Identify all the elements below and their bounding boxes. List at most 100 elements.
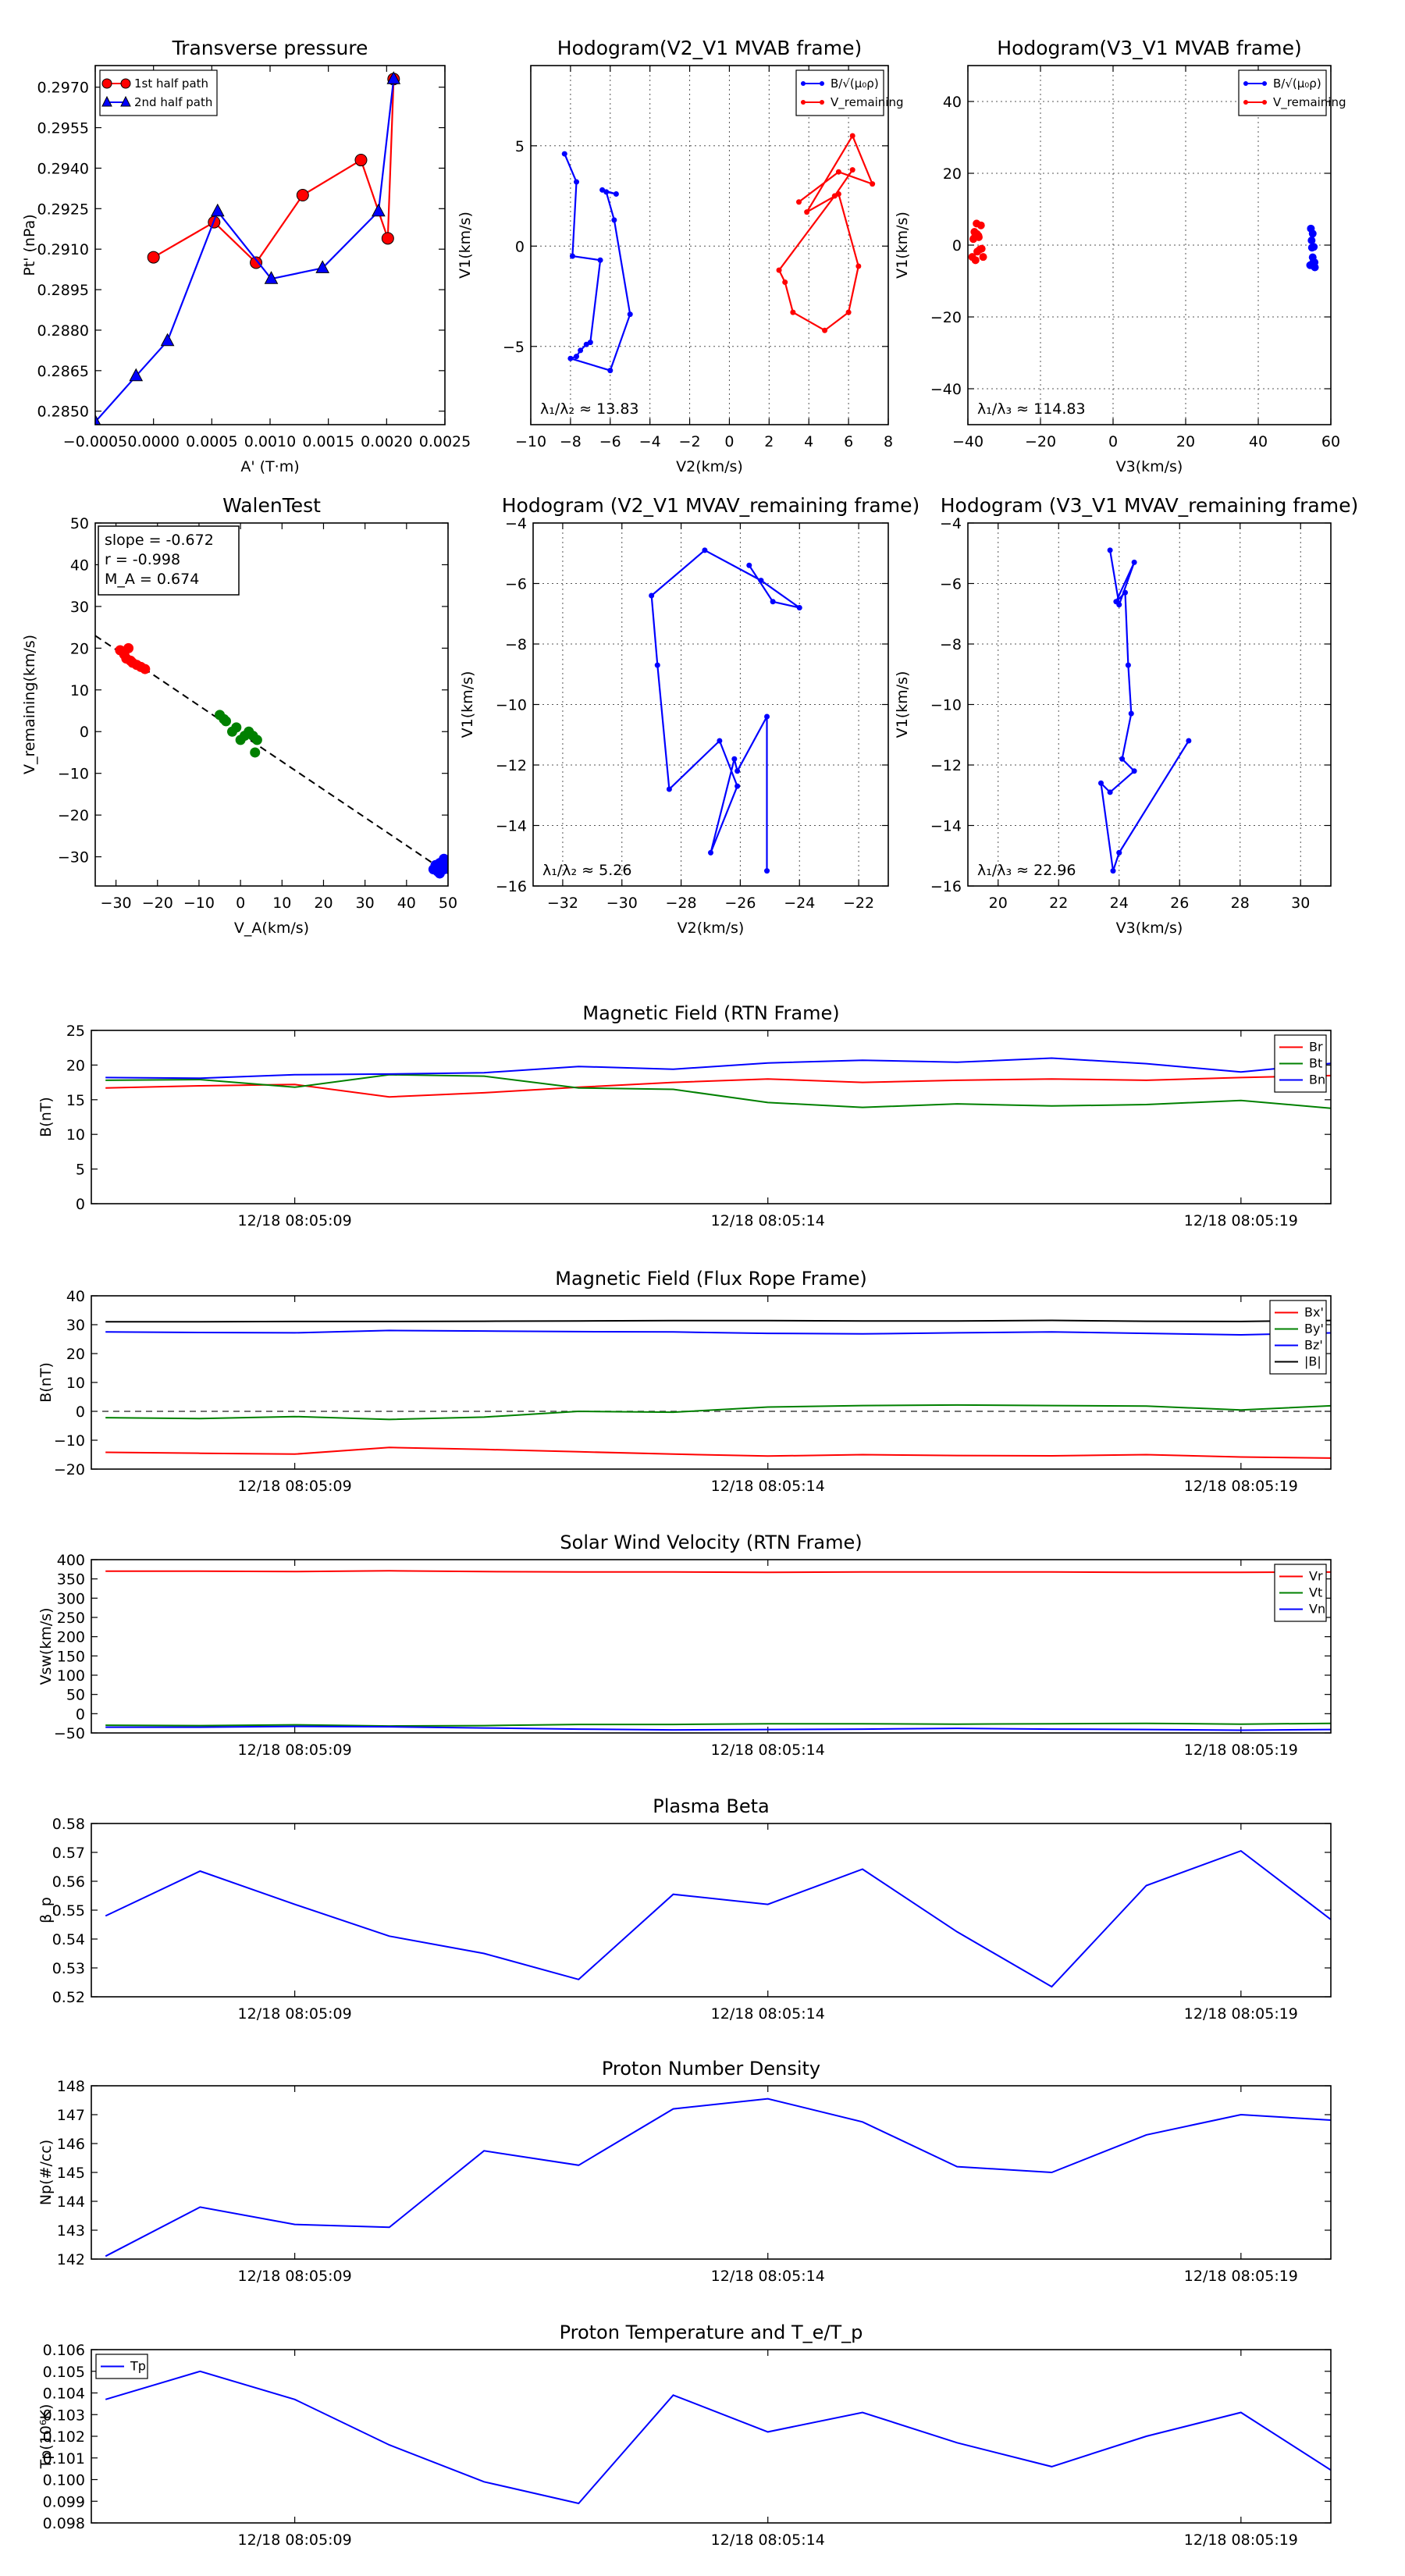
data-point [731, 756, 738, 762]
x-tick-label: 40 [397, 895, 416, 912]
x-axis-label: V2(km/s) [678, 920, 745, 937]
plot-area [91, 1319, 1331, 1459]
chart-title: WalenTest [222, 494, 321, 517]
y-tick-label: −20 [58, 807, 89, 824]
y-tick-label: 0.100 [43, 2472, 85, 2489]
data-point [1131, 768, 1137, 774]
x-tick-label: 12/18 08:05:09 [238, 1478, 352, 1495]
x-tick-label: 12/18 08:05:14 [711, 1742, 825, 1759]
y-tick-label: 25 [66, 1023, 85, 1040]
data-point [250, 256, 263, 269]
x-tick-label: −20 [1025, 433, 1056, 450]
x-tick-label: 20 [1176, 433, 1195, 450]
chart-p6: Hodogram (V3_V1 MVAV_remaining frame) 20 2… [894, 494, 1358, 937]
data-point [1186, 738, 1192, 744]
plot-frame [91, 2085, 1332, 2260]
y-tick-label: 10 [66, 1126, 85, 1144]
chart-p9: Solar Wind Velocity (RTN Frame) 12/18 08:… [37, 1532, 1332, 1759]
data-point [845, 309, 852, 315]
chart-p5: Hodogram (V2_V1 MVAV_remaining frame) −32… [459, 494, 919, 937]
legend-marker [801, 81, 806, 86]
legend-label: Vn [1309, 1602, 1325, 1617]
data-point [796, 605, 802, 610]
data-point [611, 217, 617, 223]
plot-frame [91, 2349, 1332, 2524]
x-tick-label: 12/18 08:05:09 [238, 2268, 352, 2285]
y-tick-label: 100 [57, 1667, 85, 1685]
stats-box [98, 525, 240, 596]
data-point [764, 713, 770, 720]
data-point [796, 199, 802, 205]
x-tick-label: 0.0010 [244, 433, 296, 450]
x-axis-label: V2(km/s) [676, 458, 743, 475]
y-tick-label: −20 [930, 309, 962, 326]
plot-area [105, 1570, 1331, 1731]
data-point [979, 253, 987, 262]
data-point [251, 735, 262, 745]
x-tick-label: 12/18 08:05:14 [711, 2005, 825, 2023]
legend-marker [801, 100, 806, 105]
x-tick-label: 0.0020 [361, 433, 412, 450]
series-line-V [1099, 550, 1190, 871]
legend-label: Tp [130, 2359, 146, 2374]
y-tick-label: −10 [54, 1432, 85, 1450]
legend-marker [101, 95, 112, 107]
x-tick-label: 12/18 08:05:09 [238, 2005, 352, 2023]
data-point [574, 179, 580, 185]
plot-area [968, 219, 1319, 272]
x-tick-label: 12/18 08:05:19 [1184, 1212, 1298, 1229]
chart-title: Magnetic Field (Flux Rope Frame) [555, 1268, 866, 1290]
data-point [1131, 559, 1137, 565]
data-point [583, 341, 589, 347]
x-tick-label: 20 [989, 895, 1008, 912]
y-tick-label: 0 [515, 238, 525, 255]
y-axis-label: Pt' (nPa) [21, 214, 38, 276]
y-tick-label: 0 [952, 237, 962, 254]
data-point [296, 189, 309, 202]
y-tick-label: 142 [57, 2251, 85, 2268]
data-point [1128, 710, 1134, 717]
data-point [578, 347, 584, 354]
x-tick-label: 8 [884, 433, 893, 450]
y-tick-label: 0.2895 [37, 282, 89, 299]
chart-title: Hodogram(V3_V1 MVAB frame) [997, 37, 1301, 59]
data-point [574, 354, 580, 360]
data-point [561, 151, 567, 157]
series-line-B [564, 153, 631, 372]
y-tick-label: 5 [76, 1162, 85, 1179]
series-line-Vn [105, 1725, 1331, 1731]
y-tick-label: 0.099 [43, 2493, 85, 2510]
x-tick-label: 4 [804, 433, 813, 450]
data-point [804, 209, 810, 215]
x-tick-label: −0.0005 [63, 433, 127, 450]
y-tick-label: 0.53 [52, 1960, 85, 1977]
series-line-Vt [105, 1722, 1331, 1727]
x-tick-label: −8 [560, 433, 582, 450]
plot-area [105, 2097, 1331, 2258]
y-tick-label: 0 [76, 1404, 85, 1421]
y-tick-label: 143 [57, 2222, 85, 2240]
chart-title: Magnetic Field (RTN Frame) [582, 1002, 839, 1024]
x-tick-label: −20 [142, 895, 173, 912]
y-tick-label: −14 [496, 818, 527, 835]
y-tick-label: −4 [505, 515, 527, 532]
data-point [567, 355, 574, 361]
data-point [764, 868, 770, 874]
x-tick-label: 0.0005 [186, 433, 237, 450]
y-tick-label: 20 [66, 1346, 85, 1363]
plot-frame [94, 65, 446, 425]
y-axis-label: β_p [37, 1897, 55, 1923]
y-tick-label: 10 [70, 682, 89, 699]
x-tick-label: 0 [724, 433, 734, 450]
data-point [627, 311, 633, 318]
x-tick-label: 40 [1249, 433, 1268, 450]
data-point [790, 309, 796, 315]
series-line-Bn [105, 1057, 1331, 1080]
data-point [735, 783, 741, 789]
data-point [1116, 849, 1122, 856]
x-axis-label: V3(km/s) [1116, 920, 1183, 937]
legend-marker [120, 78, 131, 89]
plot-area [561, 133, 876, 374]
x-axis-label: V3(km/s) [1116, 458, 1183, 475]
x-tick-label: 60 [1321, 433, 1340, 450]
